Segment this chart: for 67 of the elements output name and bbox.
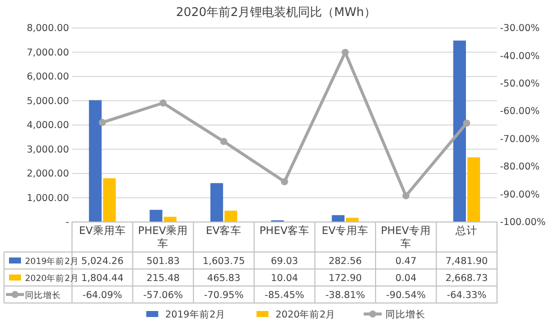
data-label: 10.04 bbox=[270, 273, 298, 284]
y-tick-label: 3,000.00 bbox=[26, 144, 69, 156]
y-tick-label: - bbox=[66, 217, 69, 228]
y2-tick-label: -80.00% bbox=[500, 162, 540, 173]
y2-tick-label: -100.00% bbox=[500, 217, 546, 228]
legend-label: 2019年前2月 bbox=[25, 256, 80, 267]
data-label: -64.33% bbox=[446, 290, 486, 301]
x-tick-label: EV专用车 bbox=[322, 224, 369, 237]
data-label: 465.83 bbox=[207, 273, 240, 284]
data-label: 0.04 bbox=[395, 273, 417, 284]
text: 2019年前2月 bbox=[165, 310, 226, 320]
bar bbox=[88, 100, 102, 222]
bar bbox=[150, 210, 162, 222]
text: 2020年前2月 bbox=[276, 310, 336, 320]
data-label: 0.47 bbox=[395, 256, 417, 267]
x-tick-label: 总计 bbox=[454, 224, 478, 237]
y-tick-label: 4,000.00 bbox=[26, 120, 69, 132]
x-tick-label: PHEV专用车 bbox=[380, 224, 431, 250]
y-tick-label: 6,000.00 bbox=[26, 72, 69, 83]
point bbox=[342, 48, 349, 56]
y2-tick-label: -70.00% bbox=[500, 134, 540, 145]
data-label: 1,603.75 bbox=[202, 256, 245, 267]
data-label: 172.90 bbox=[328, 273, 362, 284]
point bbox=[98, 118, 106, 126]
y-tick-label: 5,000.00 bbox=[26, 96, 69, 107]
text: 同比增长 bbox=[386, 310, 426, 320]
data-label: 5,024.26 bbox=[81, 256, 124, 267]
data-label: -38.81% bbox=[325, 290, 366, 301]
data-label: 1,804.44 bbox=[81, 273, 124, 284]
x-tick-label: PHEV乘用车 bbox=[138, 224, 188, 250]
data-label: 2,668.73 bbox=[445, 273, 488, 284]
legend-label: 2020年前2月 bbox=[25, 273, 80, 284]
y2-tick-label: -90.00% bbox=[500, 189, 540, 200]
data-label: 282.56 bbox=[328, 256, 362, 267]
y-tick-label: 7,000.00 bbox=[26, 47, 69, 58]
point bbox=[463, 120, 470, 127]
bar bbox=[332, 215, 345, 222]
point bbox=[220, 138, 228, 146]
data-label: 7,481.90 bbox=[445, 256, 488, 267]
data-label: 69.03 bbox=[270, 256, 298, 267]
point bbox=[402, 192, 410, 200]
point bbox=[280, 178, 288, 186]
y-tick-label: 8,000.00 bbox=[26, 23, 69, 34]
y2-tick-label: -40.00% bbox=[500, 50, 540, 62]
data-label: 215.48 bbox=[146, 273, 180, 284]
x-tick-label: PHEV客车 bbox=[259, 224, 310, 237]
data-label: -64.09% bbox=[82, 290, 122, 301]
data-label: -70.95% bbox=[204, 290, 244, 301]
x-tick-label: EV乘用车 bbox=[78, 224, 126, 237]
bar bbox=[103, 178, 116, 222]
y2-tick-label: -30.00% bbox=[500, 23, 540, 34]
data-label: 501.83 bbox=[146, 256, 180, 267]
y-tick-label: 2,000.00 bbox=[26, 168, 69, 180]
data-label: -90.54% bbox=[386, 290, 426, 301]
x-tick-label: EV客车 bbox=[206, 224, 242, 237]
legend-label: 同比增长 bbox=[25, 290, 61, 301]
y2-tick-label: -60.00% bbox=[500, 106, 540, 118]
bar bbox=[224, 210, 238, 222]
data-label: -85.45% bbox=[264, 290, 304, 301]
bar bbox=[467, 157, 480, 222]
point bbox=[160, 99, 167, 107]
bar bbox=[210, 183, 224, 222]
y2-tick-label: -50.00% bbox=[500, 78, 540, 90]
chart-title: 2020年前2月锂电装机同比（MWh） bbox=[176, 5, 376, 19]
data-label: -57.06% bbox=[143, 290, 183, 301]
bar bbox=[453, 40, 466, 222]
y-tick-label: 1,000.00 bbox=[26, 192, 69, 204]
